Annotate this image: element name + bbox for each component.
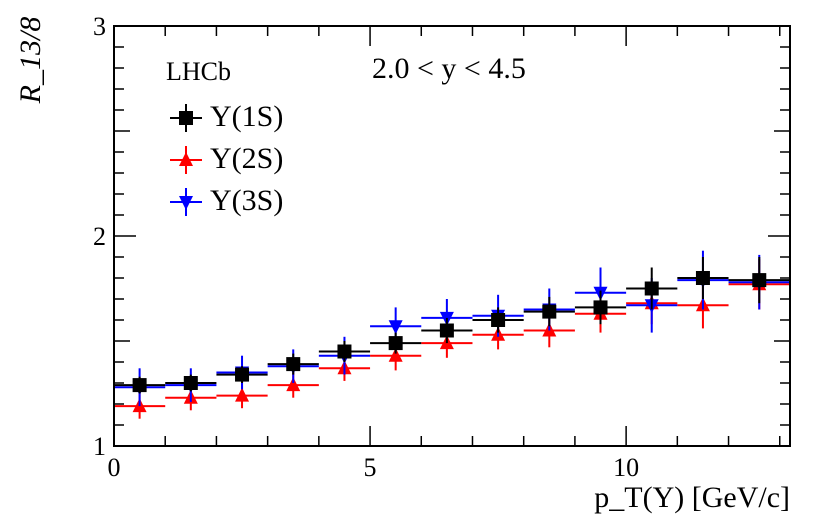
data-point	[337, 344, 352, 359]
data-point	[388, 320, 403, 335]
data-point	[752, 273, 767, 288]
data-point	[593, 300, 608, 315]
data-point	[695, 271, 710, 285]
data-layer	[114, 250, 790, 419]
rapidity-range-label: 2.0 < y < 4.5	[372, 52, 526, 85]
legend-marker-upsilon-1s	[170, 104, 202, 132]
data-point	[132, 378, 147, 393]
series-upsilon-2s	[114, 259, 790, 419]
data-point	[286, 357, 301, 372]
data-point	[388, 347, 403, 362]
data-point	[183, 376, 198, 390]
data-point	[491, 313, 506, 327]
legend-label-upsilon-1s: Υ(1S)	[210, 100, 283, 133]
x-axis-title: p_T(Υ) [GeV/c]	[594, 481, 790, 514]
data-point	[644, 281, 659, 296]
legend-marker-upsilon-3s	[170, 188, 202, 216]
x-tick-label-0: 0	[108, 453, 121, 482]
tick-marks	[113, 25, 790, 447]
y-tick-label-1: 1	[93, 432, 106, 461]
legend: Υ(1S) Υ(2S) Υ(3S)	[170, 100, 283, 217]
legend-marker-upsilon-2s	[170, 146, 202, 174]
data-point	[388, 336, 403, 351]
legend-symbol	[179, 111, 193, 125]
experiment-label: LHCb	[166, 57, 231, 86]
legend-symbol	[179, 196, 193, 210]
data-point	[439, 323, 454, 338]
x-tick-label-5: 5	[364, 453, 377, 482]
data-point	[235, 367, 250, 382]
legend-label-upsilon-2s: Υ(2S)	[210, 142, 283, 175]
y-tick-label-2: 2	[93, 222, 106, 251]
legend-symbol	[179, 152, 193, 166]
data-point	[286, 377, 301, 392]
y-axis-title: R_13/8	[14, 17, 47, 105]
y-tick-label-3: 3	[93, 12, 106, 41]
x-tick-label-10: 10	[613, 453, 639, 482]
legend-label-upsilon-3s: Υ(3S)	[210, 184, 283, 217]
data-point	[542, 304, 557, 319]
data-point	[235, 387, 250, 402]
series-upsilon-1s	[114, 257, 790, 394]
